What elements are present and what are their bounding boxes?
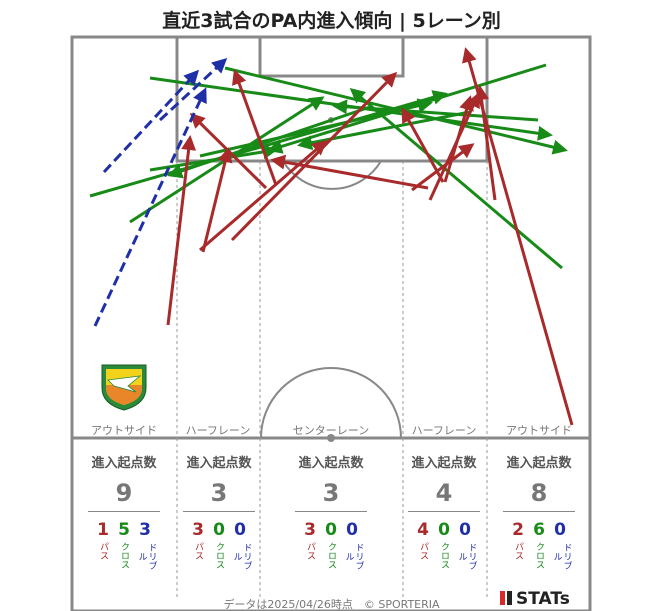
divider bbox=[295, 511, 367, 512]
dribble-label: ドリブル bbox=[231, 543, 252, 570]
pass-label: パス bbox=[305, 542, 315, 560]
breakdown: 3 パス 0 クロス 0 ドリブル bbox=[281, 520, 381, 570]
pass-label: パス bbox=[418, 542, 428, 560]
cross-label: クロス bbox=[119, 542, 129, 569]
divider bbox=[408, 511, 480, 512]
penalty-arc bbox=[282, 160, 382, 190]
pass-arrow bbox=[270, 154, 429, 190]
lane-label-half-left: ハーフレーン bbox=[185, 424, 251, 437]
divider bbox=[503, 511, 575, 512]
stats-heading: 進入起点数 bbox=[91, 456, 157, 471]
center-spot bbox=[327, 434, 335, 442]
breakdown: 2 パス 6 クロス 0 ドリブル bbox=[489, 520, 589, 570]
pass-arrow bbox=[411, 143, 475, 192]
stats-heading: 進入起点数 bbox=[298, 456, 364, 471]
cross-count: 0 bbox=[213, 520, 225, 540]
lane-label-half-right: ハーフレーン bbox=[411, 424, 477, 437]
dribble-label: ドリブル bbox=[551, 543, 572, 570]
divider bbox=[183, 511, 255, 512]
pass-count: 3 bbox=[192, 520, 204, 540]
cross-arrow bbox=[199, 98, 433, 158]
cross-label: クロス bbox=[439, 542, 449, 569]
pass-count: 1 bbox=[97, 520, 109, 540]
cross-count: 0 bbox=[325, 520, 337, 540]
entry-count: 3 bbox=[322, 479, 340, 507]
dribble-arrow bbox=[93, 87, 207, 327]
lane-stats: 進入起点数 9 1 パス 5 クロス 3 ドリブル bbox=[74, 452, 174, 570]
cross-count: 5 bbox=[118, 520, 130, 540]
entry-count: 8 bbox=[530, 479, 548, 507]
dribble-arrows bbox=[93, 57, 228, 327]
pass-count: 3 bbox=[304, 520, 316, 540]
dribble-label: ドリブル bbox=[136, 543, 157, 570]
cross-count: 6 bbox=[533, 520, 545, 540]
dribble-arrow bbox=[102, 69, 200, 174]
dribble-label: ドリブル bbox=[456, 543, 477, 570]
cross-arrows bbox=[89, 63, 568, 270]
pass-arrow bbox=[201, 147, 233, 253]
club-crest-icon bbox=[101, 364, 147, 411]
cross-arrow bbox=[349, 88, 563, 270]
lane-stats: 進入起点数 8 2 パス 6 クロス 0 ドリブル bbox=[489, 452, 589, 570]
pass-label: パス bbox=[193, 542, 203, 560]
pass-count: 2 bbox=[512, 520, 524, 540]
pass-arrow bbox=[230, 71, 398, 242]
pass-arrow bbox=[199, 140, 328, 252]
cross-arrow bbox=[167, 105, 371, 179]
cross-label: クロス bbox=[214, 542, 224, 569]
dribble-count: 0 bbox=[234, 520, 246, 540]
dribble-arrow bbox=[158, 57, 228, 122]
entry-count: 4 bbox=[435, 479, 453, 507]
goal-area bbox=[258, 37, 405, 78]
pass-arrows bbox=[166, 47, 574, 426]
pass-label: パス bbox=[513, 542, 523, 560]
lane-stats: 進入起点数 3 3 パス 0 クロス 0 ドリブル bbox=[169, 452, 269, 570]
brand-mark-icon bbox=[507, 591, 512, 605]
brand-logo: STATs bbox=[500, 589, 570, 609]
cross-count: 0 bbox=[438, 520, 450, 540]
pass-label: パス bbox=[98, 542, 108, 560]
pass-arrow bbox=[232, 69, 278, 186]
pass-arrow bbox=[166, 135, 197, 326]
lane-stats: 進入起点数 4 4 パス 0 クロス 0 ドリブル bbox=[394, 452, 494, 570]
dribble-count: 0 bbox=[459, 520, 471, 540]
cross-arrow bbox=[297, 110, 471, 151]
center-circle bbox=[260, 367, 402, 439]
lane-label-center: センターレーン bbox=[292, 424, 370, 437]
pitch-outline bbox=[70, 35, 592, 611]
entry-count: 9 bbox=[115, 479, 133, 507]
cross-label: クロス bbox=[534, 542, 544, 569]
dribble-count: 3 bbox=[139, 520, 151, 540]
dribble-count: 0 bbox=[554, 520, 566, 540]
divider bbox=[88, 511, 160, 512]
breakdown: 4 パス 0 クロス 0 ドリブル bbox=[394, 520, 494, 570]
page-title: 直近3試合のPA内進入傾向 | 5レーン別 bbox=[162, 10, 501, 32]
cross-label: クロス bbox=[326, 542, 336, 569]
brand-mark-icon bbox=[500, 591, 505, 605]
pass-arrow bbox=[443, 95, 474, 183]
dribble-count: 0 bbox=[346, 520, 358, 540]
pass-count: 4 bbox=[417, 520, 429, 540]
entry-count: 3 bbox=[210, 479, 228, 507]
stats-heading: 進入起点数 bbox=[186, 456, 252, 471]
lane-label-outside-left: アウトサイド bbox=[91, 424, 157, 437]
breakdown: 1 パス 5 クロス 3 ドリブル bbox=[74, 520, 174, 570]
lane-label-outside-right: アウトサイド bbox=[506, 424, 572, 437]
stats-heading: 進入起点数 bbox=[411, 456, 477, 471]
pass-arrow bbox=[462, 47, 574, 426]
stats-heading: 進入起点数 bbox=[506, 456, 572, 471]
dribble-label: ドリブル bbox=[343, 543, 364, 570]
brand-name: STATs bbox=[516, 589, 570, 609]
footer-note: データは2025/04/26時点 © SPORTERIA bbox=[223, 598, 440, 611]
breakdown: 3 パス 0 クロス 0 ドリブル bbox=[169, 520, 269, 570]
lane-stats: 進入起点数 3 3 パス 0 クロス 0 ドリブル bbox=[281, 452, 381, 570]
